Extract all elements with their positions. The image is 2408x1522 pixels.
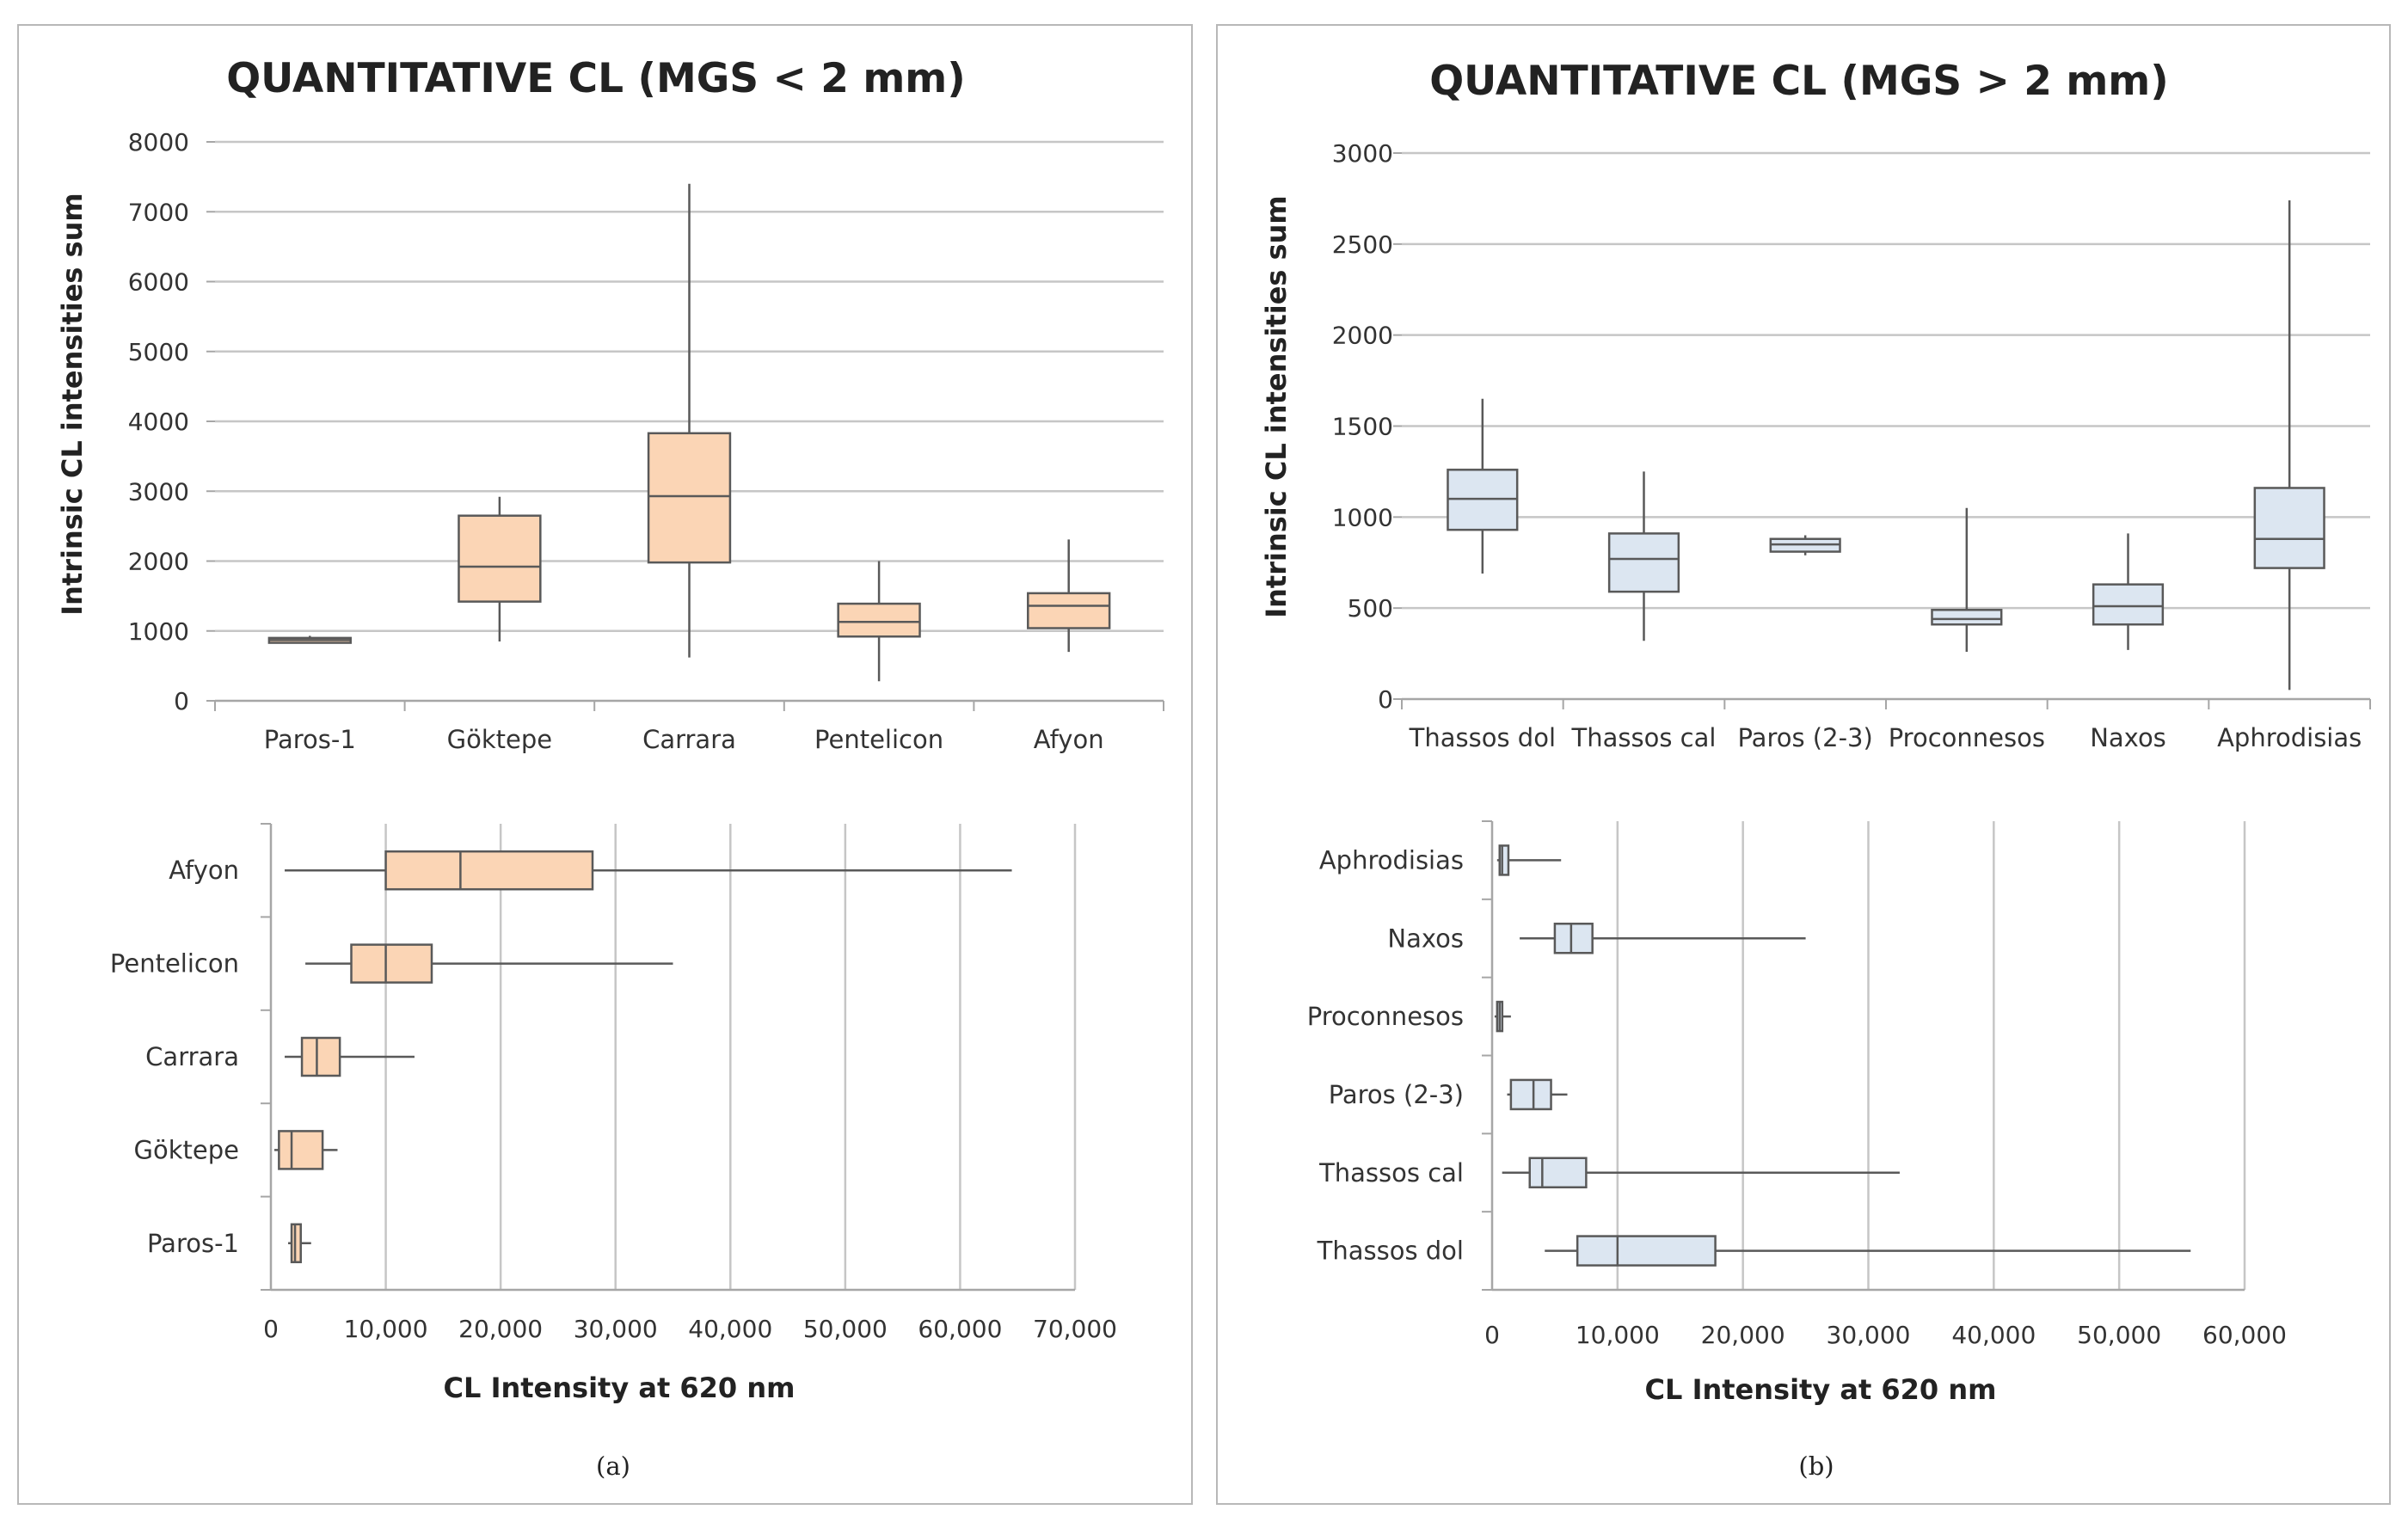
box xyxy=(290,1223,302,1264)
category-label: Paros-1 xyxy=(264,725,356,754)
category-label: Pentelicon xyxy=(814,725,943,754)
category-label: Aphrodisias xyxy=(1319,845,1464,875)
category-label: Paros-1 xyxy=(147,1229,239,1258)
box xyxy=(2092,583,2165,626)
box xyxy=(1509,1078,1552,1111)
y-tick-label: 2000 xyxy=(1332,322,1393,350)
panel-b xyxy=(1216,24,2391,1505)
box xyxy=(300,1036,341,1077)
box xyxy=(2253,487,2325,569)
box xyxy=(1027,592,1111,629)
box xyxy=(278,1130,324,1170)
x-tick-label: 60,000 xyxy=(2202,1321,2287,1349)
box xyxy=(458,514,542,603)
x-tick-label: 10,000 xyxy=(1576,1321,1660,1349)
box xyxy=(1607,532,1680,593)
category-label: Afyon xyxy=(169,856,239,885)
box xyxy=(1553,923,1594,954)
x-tick-label: 50,000 xyxy=(803,1315,888,1343)
x-tick-label: 10,000 xyxy=(344,1315,428,1343)
y-tick-label: 8000 xyxy=(128,128,189,156)
y-tick-label: 1000 xyxy=(128,617,189,646)
category-label: Naxos xyxy=(2090,723,2166,752)
category-label: Göktepe xyxy=(447,725,552,754)
category-label: Thassos cal xyxy=(1571,723,1717,752)
box xyxy=(350,943,433,984)
category-label: Aphrodisias xyxy=(2217,723,2362,752)
x-axis-label: CL Intensity at 620 nm xyxy=(444,1372,796,1404)
x-tick-label: 0 xyxy=(1484,1321,1500,1349)
category-label: Göktepe xyxy=(134,1135,239,1164)
panel-a xyxy=(17,24,1193,1505)
category-label: Paros (2-3) xyxy=(1738,723,1873,752)
box xyxy=(837,602,921,638)
y-tick-label: 7000 xyxy=(128,198,189,226)
category-label: Afyon xyxy=(1034,725,1104,754)
y-tick-label: 3000 xyxy=(1332,139,1393,168)
x-tick-label: 50,000 xyxy=(2077,1321,2161,1349)
y-tick-label: 2000 xyxy=(128,548,189,576)
x-tick-label: 20,000 xyxy=(1701,1321,1785,1349)
box xyxy=(1576,1235,1717,1267)
category-label: Thassos dol xyxy=(1409,723,1556,752)
category-label: Thassos dol xyxy=(1317,1237,1464,1266)
y-tick-label: 4000 xyxy=(128,408,189,436)
box xyxy=(1931,609,2003,626)
y-tick-label: 500 xyxy=(1348,594,1393,623)
category-label: Proconnesos xyxy=(1889,723,2045,752)
chart-title: QUANTITATIVE CL (MGS < 2 mm) xyxy=(226,55,966,102)
chart-title: QUANTITATIVE CL (MGS > 2 mm) xyxy=(1429,58,2169,105)
box xyxy=(384,850,594,891)
x-tick-label: 30,000 xyxy=(1827,1321,1911,1349)
y-tick-label: 2500 xyxy=(1332,230,1393,259)
category-label: Proconnesos xyxy=(1307,1002,1464,1031)
y-tick-label: 1500 xyxy=(1332,413,1393,441)
category-label: Paros (2-3) xyxy=(1329,1080,1464,1109)
x-tick-label: 40,000 xyxy=(1951,1321,2036,1349)
y-tick-label: 0 xyxy=(1378,685,1393,714)
category-label: Pentelicon xyxy=(110,949,239,979)
y-tick-label: 3000 xyxy=(128,477,189,506)
y-axis-label: Intrinsic CL intensities sum xyxy=(1260,195,1293,618)
x-tick-label: 0 xyxy=(263,1315,279,1343)
category-label: Carrara xyxy=(145,1042,239,1071)
panel-caption: (b) xyxy=(1798,1451,1834,1481)
box xyxy=(647,432,732,564)
box xyxy=(1528,1157,1588,1188)
y-tick-label: 5000 xyxy=(128,338,189,366)
y-tick-label: 1000 xyxy=(1332,503,1393,531)
x-tick-label: 70,000 xyxy=(1033,1315,1117,1343)
y-axis-label: Intrinsic CL intensities sum xyxy=(56,193,89,616)
y-tick-label: 0 xyxy=(174,687,189,715)
category-label: Naxos xyxy=(1387,924,1464,953)
x-tick-label: 40,000 xyxy=(688,1315,772,1343)
category-label: Thassos cal xyxy=(1318,1158,1464,1188)
category-label: Carrara xyxy=(642,725,736,754)
x-tick-label: 30,000 xyxy=(574,1315,658,1343)
x-tick-label: 20,000 xyxy=(458,1315,543,1343)
x-tick-label: 60,000 xyxy=(918,1315,1002,1343)
y-tick-label: 6000 xyxy=(128,268,189,297)
panel-caption: (a) xyxy=(596,1451,630,1481)
x-axis-label: CL Intensity at 620 nm xyxy=(1645,1373,1997,1406)
box xyxy=(1498,844,1510,876)
